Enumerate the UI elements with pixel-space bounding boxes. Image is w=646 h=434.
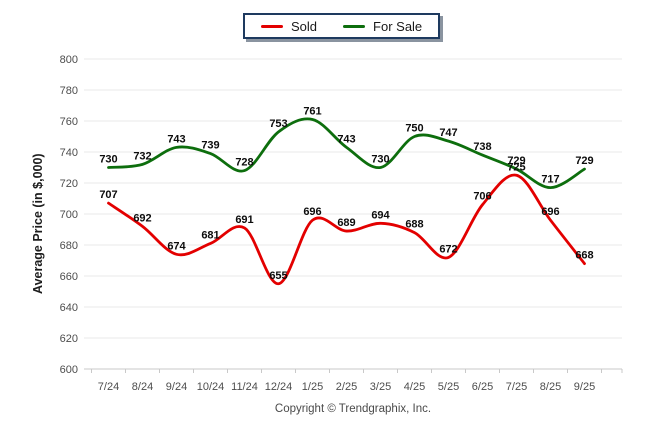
sold-point-label: 655 [269,270,287,282]
y-tick-label: 660 [60,271,78,283]
sold-point-label: 681 [201,229,219,241]
y-tick-label: 780 [60,85,78,97]
for-sale-line-swatch [343,24,366,28]
x-tick-label: 10/24 [197,381,225,393]
for-sale-point-label: 753 [269,118,287,130]
sold-point-label: 688 [405,219,423,231]
x-tick-label: 3/25 [370,381,391,393]
for-sale-point-label: 761 [303,105,321,117]
for-sale-point-label: 729 [507,155,525,167]
x-tick-label: 8/25 [540,381,561,393]
sold-point-label: 694 [371,209,390,221]
sold-point-label: 691 [235,214,253,226]
for-sale-point-label: 730 [99,154,117,166]
for-sale-point-label: 732 [133,150,151,162]
sold-point-label: 689 [337,217,355,229]
x-tick-label: 12/24 [265,381,293,393]
sold-line-swatch [261,24,283,28]
x-tick-label: 7/25 [506,381,527,393]
for-sale-point-label: 750 [405,123,423,135]
for-sale-point-label: 717 [541,174,559,186]
x-tick-label: 8/24 [132,381,153,393]
sold-point-label: 692 [133,212,151,224]
x-tick-label: 5/25 [438,381,459,393]
y-tick-label: 620 [60,333,78,345]
for-sale-point-label: 728 [235,157,253,169]
sold-point-label: 696 [541,206,559,218]
y-tick-label: 600 [60,364,78,376]
sold-point-label: 707 [99,189,117,201]
legend-item-sold: Sold [261,20,317,33]
for-sale-point-label: 729 [575,155,593,167]
x-tick-label: 1/25 [302,381,323,393]
y-tick-label: 800 [60,54,78,66]
x-tick-label: 11/24 [231,381,258,393]
sold-point-label: 674 [167,240,186,252]
y-tick-label: 740 [60,147,78,159]
for-sale-point-label: 743 [167,133,185,145]
sold-line [107,173,586,286]
y-tick-label: 720 [60,178,78,190]
for-sale-point-label: 747 [439,127,457,139]
legend-item-for-sale: For Sale [343,20,422,33]
y-tick-label: 700 [60,209,78,221]
for-sale-point-label: 730 [371,154,389,166]
x-tick-label: 9/24 [166,381,187,393]
sold-point-label: 672 [439,243,457,255]
legend: Sold For Sale [243,13,441,39]
legend-label-sold: Sold [291,18,318,34]
sold-point-label: 725 [507,161,525,173]
for-sale-point-label: 739 [201,140,219,152]
sold-point-label: 706 [473,191,491,203]
x-tick-label: 9/25 [574,381,595,393]
for-sale-point-label: 743 [337,133,355,145]
for-sale-line [107,117,586,190]
copyright-text: Copyright © Trendgraphix, Inc. [274,403,432,415]
sold-point-label: 668 [575,250,593,262]
x-tick-label: 6/25 [472,381,493,393]
for-sale-point-label: 738 [473,141,491,153]
x-tick-label: 7/24 [98,381,119,393]
x-tick-label: 4/25 [404,381,425,393]
legend-label-for-sale: For Sale [373,18,423,34]
x-tick-label: 2/25 [336,381,357,393]
y-tick-label: 640 [60,302,78,314]
y-tick-label: 680 [60,240,78,252]
y-tick-label: 760 [60,116,78,128]
sold-point-label: 696 [303,206,321,218]
